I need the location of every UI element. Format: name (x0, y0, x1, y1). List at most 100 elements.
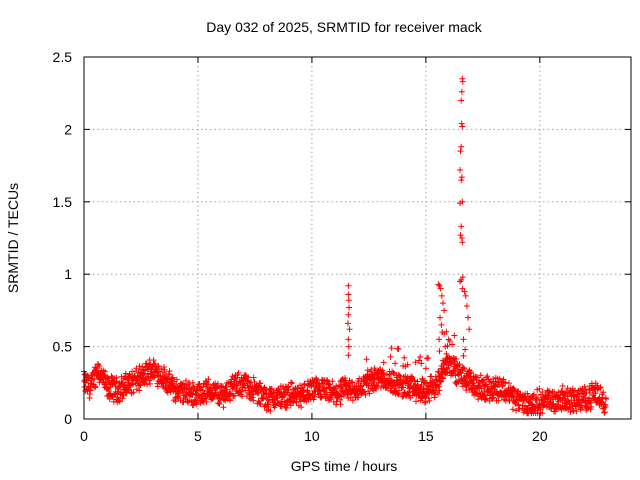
data-point (395, 345, 402, 352)
data-point (259, 395, 266, 402)
data-point (95, 361, 102, 368)
data-point (476, 389, 483, 396)
data-point (429, 379, 436, 386)
data-point (113, 374, 120, 381)
spike-point (345, 291, 352, 298)
y-tick-label: 0.5 (53, 339, 73, 355)
data-point (340, 392, 347, 399)
data-point (551, 388, 558, 395)
data-point (410, 383, 417, 390)
data-point (265, 403, 272, 410)
data-point (438, 378, 445, 385)
axes-frame (83, 56, 632, 420)
spike-point (457, 148, 464, 155)
data-point (166, 371, 173, 378)
spike-point (345, 297, 352, 304)
data-point (419, 375, 426, 382)
data-point (588, 397, 595, 404)
data-point (301, 381, 308, 388)
data-point (380, 359, 387, 366)
data-point (424, 355, 431, 362)
spike-point (345, 282, 352, 289)
data-point (567, 408, 574, 415)
data-point (120, 392, 127, 399)
data-point (377, 366, 384, 373)
data-point (505, 380, 512, 387)
spike-point (462, 292, 469, 299)
data-point (332, 385, 339, 392)
data-point (126, 382, 133, 389)
data-point (371, 365, 378, 372)
data-point (216, 400, 223, 407)
data-point (487, 389, 494, 396)
x-tick-label: 5 (194, 428, 202, 444)
data-point (102, 368, 109, 375)
data-point (201, 390, 208, 397)
data-point (288, 379, 295, 386)
chart-title: Day 032 of 2025, SRMTID for receiver mac… (206, 19, 482, 35)
data-point (142, 367, 149, 374)
data-point (515, 388, 522, 395)
data-point (227, 397, 234, 404)
data-point (451, 368, 458, 375)
data-point (559, 382, 566, 389)
data-point (460, 352, 467, 359)
data-point (154, 383, 161, 390)
data-point (116, 398, 123, 405)
y-axis-label: SRMTID / TECUs (5, 183, 21, 293)
data-point (366, 390, 373, 397)
data-point (425, 354, 432, 361)
data-point (453, 355, 460, 362)
data-point (284, 389, 291, 396)
x-tick-label: 15 (418, 428, 434, 444)
data-point (150, 374, 157, 381)
data-point (370, 378, 377, 385)
data-point (267, 407, 274, 414)
data-point (361, 388, 368, 395)
data-point (129, 381, 136, 388)
data-point (290, 399, 297, 406)
data-point (524, 390, 531, 397)
data-point (473, 374, 480, 381)
data-point (173, 376, 180, 383)
spike-point (441, 307, 448, 314)
data-point (133, 365, 140, 372)
data-point (601, 409, 608, 416)
data-point (200, 383, 207, 390)
data-point (139, 363, 146, 370)
data-point (268, 385, 275, 392)
spike-point (458, 223, 465, 230)
data-point (452, 379, 459, 386)
data-point (220, 404, 227, 411)
grid (84, 57, 631, 419)
data-point (433, 376, 440, 383)
data-point (403, 377, 410, 384)
data-point (270, 396, 277, 403)
axis-ticks: 0 5 10 15 20 0 0.5 1 1.5 2 2.5 (53, 49, 631, 444)
spike-point (461, 288, 468, 295)
data-point (257, 380, 264, 387)
data-point (84, 373, 91, 380)
data-point (442, 358, 449, 365)
data-point (340, 385, 347, 392)
data-point (431, 394, 438, 401)
data-point (223, 383, 230, 390)
data-point (422, 398, 429, 405)
spike-point (458, 174, 465, 181)
data-point (234, 385, 241, 392)
data-point (580, 391, 587, 398)
data-point (445, 336, 452, 343)
data-point (257, 401, 264, 408)
data-point (395, 391, 402, 398)
data-point (160, 369, 167, 376)
spike-point (436, 282, 443, 289)
spike-point (437, 285, 444, 292)
data-point (427, 373, 434, 380)
data-point (250, 397, 257, 404)
spike-point (459, 239, 466, 246)
data-point (337, 401, 344, 408)
data-point (231, 392, 238, 399)
data-point (144, 381, 151, 388)
data-point (451, 332, 458, 339)
data-point (205, 381, 212, 388)
